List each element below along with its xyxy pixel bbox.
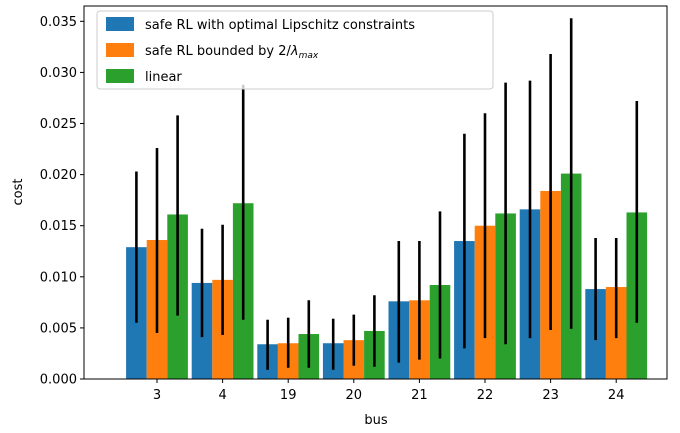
x-tick-label: 4 — [218, 388, 226, 403]
y-tick-label: 0.010 — [40, 270, 77, 285]
y-tick-label: 0.025 — [40, 117, 77, 132]
x-tick-label: 23 — [542, 388, 559, 403]
x-tick-label: 22 — [477, 388, 494, 403]
legend-label: linear — [145, 70, 182, 85]
legend-swatch — [106, 69, 134, 83]
x-tick-label: 3 — [153, 388, 161, 403]
x-axis: 3 4 19 20 21 22 23 24 — [153, 379, 625, 403]
y-tick-label: 0.035 — [40, 15, 77, 30]
plot-frame — [83, 5, 668, 380]
legend-label: safe RL bounded by 2/λmax — [145, 44, 319, 61]
y-axis: 0.000 0.005 0.010 0.015 0.020 0.025 0.030 0.035 — [40, 15, 84, 388]
legend-box — [96, 10, 494, 90]
legend-swatch — [106, 43, 134, 57]
legend-swatch — [106, 17, 134, 31]
x-tick-label: 21 — [411, 388, 428, 403]
legend-label-symbol: λ — [290, 44, 299, 59]
legend-label: safe RL with optimal Lipschitz constrain… — [145, 18, 415, 33]
y-axis-title: cost — [11, 179, 26, 206]
y-tick-label: 0.005 — [40, 321, 77, 336]
x-tick-label: 20 — [346, 388, 363, 403]
error-bars-layer — [135, 18, 639, 370]
legend-label-subscript: max — [299, 51, 319, 61]
x-tick-label: 24 — [608, 388, 625, 403]
bars-layer — [126, 173, 648, 379]
x-axis-title: bus — [364, 413, 387, 428]
legend-label-text: safe RL bounded by 2/ — [145, 44, 292, 59]
y-tick-label: 0.030 — [40, 66, 77, 81]
y-tick-label: 0.000 — [40, 373, 77, 388]
x-tick-label: 19 — [280, 388, 297, 403]
legend: safe RL with optimal Lipschitz constrain… — [96, 10, 494, 90]
y-tick-label: 0.020 — [40, 168, 77, 183]
y-tick-label: 0.015 — [40, 219, 77, 234]
